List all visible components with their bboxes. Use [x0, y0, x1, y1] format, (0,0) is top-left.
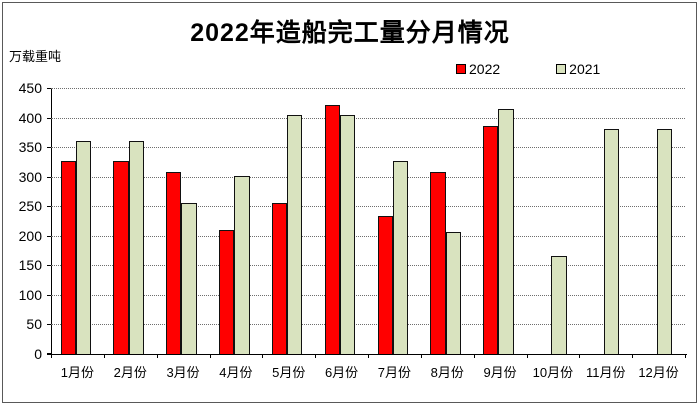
- bar-2021-4月份: [234, 175, 250, 354]
- gridline: [51, 147, 685, 149]
- bar-2022-2月份: [113, 160, 129, 354]
- x-axis-tick: [685, 354, 686, 358]
- y-tick-label: 200: [18, 227, 42, 244]
- bar-2021-3月份: [181, 203, 197, 354]
- x-tick-label: 4月份: [219, 365, 253, 380]
- bar-2021-2月份: [128, 140, 144, 354]
- chart-title: 2022年造船完工量分月情况: [190, 19, 510, 47]
- gridline: [51, 265, 685, 267]
- y-axis-tick: [47, 353, 51, 354]
- bar-2021-9月份: [498, 108, 514, 354]
- x-tick-label: 8月份: [430, 365, 464, 380]
- legend-item-2021: 2021: [556, 61, 600, 77]
- y-axis-unit-label: 万载重吨: [9, 49, 62, 64]
- legend-swatch-2021-icon: [556, 64, 567, 74]
- gridline: [51, 294, 685, 296]
- bar-2022-8月份: [430, 171, 446, 354]
- bar-2022-7月份: [377, 215, 393, 354]
- y-axis-tick: [47, 206, 51, 208]
- x-axis-tick: [315, 354, 317, 358]
- bar-2022-9月份: [483, 125, 499, 354]
- x-axis-tick: [51, 354, 52, 358]
- gridline: [51, 88, 685, 89]
- bar-2021-12月份: [656, 129, 673, 354]
- y-tick-label: 50: [26, 316, 42, 333]
- bar-2021-6月份: [339, 114, 356, 354]
- x-axis-tick: [579, 354, 581, 358]
- x-axis-tick: [156, 354, 158, 358]
- y-tick-label: 150: [18, 257, 42, 274]
- x-axis-tick: [526, 354, 528, 358]
- y-tick-label: 400: [18, 109, 42, 126]
- y-tick-label: 300: [18, 168, 42, 185]
- y-axis-tick: [47, 117, 51, 119]
- legend-swatch-2022-icon: [456, 64, 466, 74]
- legend-label-2021: 2021: [569, 61, 601, 77]
- bar-2021-5月份: [287, 114, 303, 354]
- x-axis-line: [47, 354, 687, 355]
- bar-2021-7月份: [392, 161, 409, 354]
- y-tick-label: 0: [34, 346, 42, 362]
- legend-label-2022: 2022: [469, 61, 501, 77]
- x-tick-label: 3月份: [166, 365, 200, 380]
- bar-2021-10月份: [551, 256, 567, 354]
- x-axis-tick: [368, 354, 369, 358]
- x-tick-label: 2月份: [113, 365, 147, 380]
- bar-2022-4月份: [219, 229, 235, 354]
- y-tick-label: 100: [18, 286, 42, 303]
- x-axis-tick: [420, 354, 422, 358]
- bar-2022-6月份: [324, 104, 340, 354]
- x-tick-label: 11月份: [585, 365, 626, 380]
- x-axis-tick: [632, 354, 634, 358]
- y-axis-tick: [47, 147, 51, 149]
- x-tick-label: 6月份: [324, 365, 359, 380]
- y-axis-tick: [47, 294, 51, 296]
- bar-2021-1月份: [75, 140, 92, 354]
- x-tick-label: 5月份: [272, 365, 306, 380]
- gridline: [51, 235, 685, 237]
- bar-2022-5月份: [271, 203, 288, 354]
- y-axis-tick: [47, 324, 51, 326]
- x-axis-tick: [473, 354, 475, 358]
- gridline: [51, 176, 685, 178]
- legend: 2022 2021: [456, 61, 600, 77]
- y-tick-label: 250: [18, 198, 42, 215]
- y-axis-line: [51, 88, 52, 354]
- y-axis-tick: [47, 176, 51, 178]
- x-axis-tick: [262, 354, 264, 358]
- gridline: [51, 324, 685, 326]
- y-axis-tick: [47, 235, 51, 237]
- bar-2021-8月份: [445, 232, 461, 354]
- gridline: [51, 117, 685, 119]
- x-tick-label: 9月份: [483, 365, 517, 380]
- x-tick-label: 10月份: [532, 365, 574, 380]
- y-axis-tick: [47, 265, 51, 267]
- y-axis-tick: [47, 88, 51, 89]
- y-tick-label: 450: [18, 80, 42, 96]
- x-axis-tick: [103, 354, 105, 358]
- bar-2021-11月份: [604, 129, 620, 354]
- bar-2022-3月份: [166, 171, 182, 354]
- x-axis-tick: [209, 354, 211, 358]
- plot-area: [47, 88, 687, 358]
- x-tick-label: 12月份: [638, 365, 679, 380]
- gridline: [51, 206, 685, 208]
- x-tick-label: 1月份: [60, 365, 95, 380]
- bar-2022-1月份: [60, 160, 76, 354]
- legend-item-2022: 2022: [456, 61, 500, 77]
- y-tick-label: 350: [18, 139, 42, 156]
- x-tick-label: 7月份: [377, 365, 412, 380]
